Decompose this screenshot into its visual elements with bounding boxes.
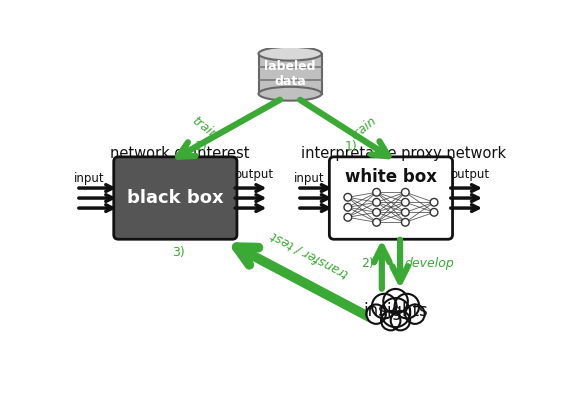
Circle shape	[391, 311, 410, 330]
Text: 1): 1)	[195, 139, 208, 152]
Circle shape	[381, 311, 400, 330]
Text: 2): 2)	[361, 257, 374, 270]
Text: input: input	[74, 172, 104, 185]
Circle shape	[344, 204, 351, 211]
Text: transfer / test: transfer / test	[269, 228, 351, 280]
Circle shape	[373, 208, 380, 216]
Circle shape	[372, 294, 397, 318]
Text: output: output	[450, 168, 490, 181]
Text: 1): 1)	[345, 139, 357, 152]
Circle shape	[344, 193, 351, 201]
Circle shape	[383, 289, 408, 314]
Bar	[259, 54, 321, 94]
Circle shape	[395, 294, 419, 318]
Text: insights: insights	[363, 302, 428, 320]
Circle shape	[344, 213, 351, 221]
Text: white box: white box	[345, 168, 437, 186]
Circle shape	[373, 188, 380, 196]
Text: develop: develop	[405, 257, 454, 270]
Circle shape	[381, 298, 410, 327]
Circle shape	[401, 219, 409, 226]
Ellipse shape	[259, 87, 321, 101]
Text: network of interest: network of interest	[110, 146, 250, 161]
Circle shape	[401, 208, 409, 216]
Circle shape	[401, 188, 409, 196]
Text: output: output	[235, 168, 274, 181]
FancyBboxPatch shape	[114, 157, 237, 239]
Ellipse shape	[259, 47, 321, 61]
FancyBboxPatch shape	[329, 157, 453, 239]
Circle shape	[366, 305, 386, 324]
Text: train: train	[189, 114, 220, 143]
Text: train: train	[348, 114, 379, 143]
Circle shape	[430, 208, 438, 216]
Circle shape	[405, 305, 424, 324]
Circle shape	[430, 198, 438, 206]
Text: labeled
data: labeled data	[264, 60, 316, 88]
Text: black box: black box	[127, 189, 224, 207]
Circle shape	[373, 219, 380, 226]
Circle shape	[401, 198, 409, 206]
Text: interpretable proxy network: interpretable proxy network	[301, 146, 506, 161]
Circle shape	[373, 198, 380, 206]
Text: input: input	[294, 172, 324, 185]
Text: 3): 3)	[172, 246, 185, 259]
